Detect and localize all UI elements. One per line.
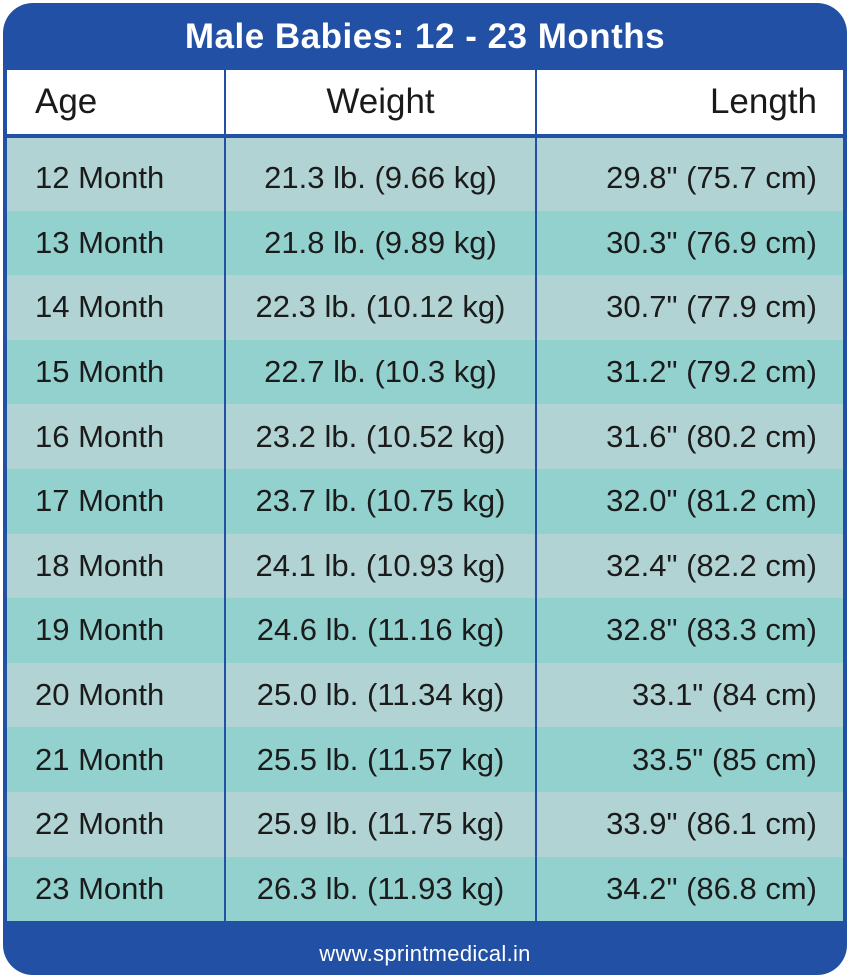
table-row: 17 Month 23.7 lb. (10.75 kg) 32.0" (81.2… — [7, 468, 843, 534]
weight-cell: 21.8 lb. (9.89 kg) — [224, 210, 536, 276]
weight-cell: 25.5 lb. (11.57 kg) — [224, 727, 536, 792]
table-row: 13 Month 21.8 lb. (9.89 kg) 30.3" (76.9 … — [7, 210, 843, 276]
age-cell: 13 Month — [7, 210, 225, 276]
table-row: 12 Month 21.3 lb. (9.66 kg) 29.8" (75.7 … — [7, 146, 843, 211]
length-cell: 29.8" (75.7 cm) — [535, 146, 843, 211]
length-cell: 30.7" (77.9 cm) — [535, 275, 843, 340]
column-header-weight: Weight — [224, 70, 536, 138]
length-cell: 32.8" (83.3 cm) — [535, 598, 843, 663]
table-row: 16 Month 23.2 lb. (10.52 kg) 31.6" (80.2… — [7, 404, 843, 469]
age-cell: 18 Month — [7, 533, 225, 599]
table-spacer-row — [7, 136, 843, 146]
age-cell: 19 Month — [7, 598, 225, 663]
table-row: 15 Month 22.7 lb. (10.3 kg) 31.2" (79.2 … — [7, 339, 843, 405]
length-cell: 33.9" (86.1 cm) — [535, 791, 843, 857]
table-row: 20 Month 25.0 lb. (11.34 kg) 33.1" (84 c… — [7, 662, 843, 728]
weight-cell: 25.9 lb. (11.75 kg) — [224, 791, 536, 857]
chart-title: Male Babies: 12 - 23 Months — [184, 16, 666, 56]
spacer-cell — [535, 136, 843, 146]
growth-table: Age Weight Length 12 Month 21.3 lb. (9.6… — [7, 70, 843, 922]
column-header-length: Length — [535, 70, 843, 138]
website-footer: www.sprintmedical.in — [319, 941, 531, 967]
weight-cell: 21.3 lb. (9.66 kg) — [224, 146, 536, 211]
weight-cell: 26.3 lb. (11.93 kg) — [224, 856, 536, 922]
length-cell: 33.1" (84 cm) — [535, 662, 843, 728]
table-row: 22 Month 25.9 lb. (11.75 kg) 33.9" (86.1… — [7, 791, 843, 857]
age-cell: 16 Month — [7, 404, 225, 469]
spacer-cell — [224, 136, 536, 146]
age-cell: 22 Month — [7, 791, 225, 857]
weight-cell: 24.6 lb. (11.16 kg) — [224, 598, 536, 663]
age-cell: 14 Month — [7, 275, 225, 340]
length-cell: 31.6" (80.2 cm) — [535, 404, 843, 469]
age-cell: 15 Month — [7, 339, 225, 405]
age-cell: 23 Month — [7, 856, 225, 922]
age-cell: 17 Month — [7, 468, 225, 534]
column-header-age: Age — [7, 70, 225, 138]
length-cell: 33.5" (85 cm) — [535, 727, 843, 792]
table-row: 18 Month 24.1 lb. (10.93 kg) 32.4" (82.2… — [7, 533, 843, 599]
age-cell: 20 Month — [7, 662, 225, 728]
weight-cell: 23.2 lb. (10.52 kg) — [224, 404, 536, 469]
weight-cell: 24.1 lb. (10.93 kg) — [224, 533, 536, 599]
table-row: 21 Month 25.5 lb. (11.57 kg) 33.5" (85 c… — [7, 727, 843, 792]
table-row: 19 Month 24.6 lb. (11.16 kg) 32.8" (83.3… — [7, 598, 843, 663]
table-row: 23 Month 26.3 lb. (11.93 kg) 34.2" (86.8… — [7, 856, 843, 922]
table-header-row: Age Weight Length — [7, 70, 843, 138]
length-cell: 32.4" (82.2 cm) — [535, 533, 843, 599]
weight-cell: 23.7 lb. (10.75 kg) — [224, 468, 536, 534]
length-cell: 34.2" (86.8 cm) — [535, 856, 843, 922]
length-cell: 31.2" (79.2 cm) — [535, 339, 843, 405]
spacer-cell — [7, 136, 225, 146]
weight-cell: 22.3 lb. (10.12 kg) — [224, 275, 536, 340]
growth-chart-card: Male Babies: 12 - 23 Months Age Weight L… — [3, 3, 847, 975]
table-row: 14 Month 22.3 lb. (10.12 kg) 30.7" (77.9… — [7, 275, 843, 340]
length-cell: 32.0" (81.2 cm) — [535, 468, 843, 534]
weight-cell: 22.7 lb. (10.3 kg) — [224, 339, 536, 405]
length-cell: 30.3" (76.9 cm) — [535, 210, 843, 276]
age-cell: 12 Month — [7, 146, 225, 211]
weight-cell: 25.0 lb. (11.34 kg) — [224, 662, 536, 728]
age-cell: 21 Month — [7, 727, 225, 792]
